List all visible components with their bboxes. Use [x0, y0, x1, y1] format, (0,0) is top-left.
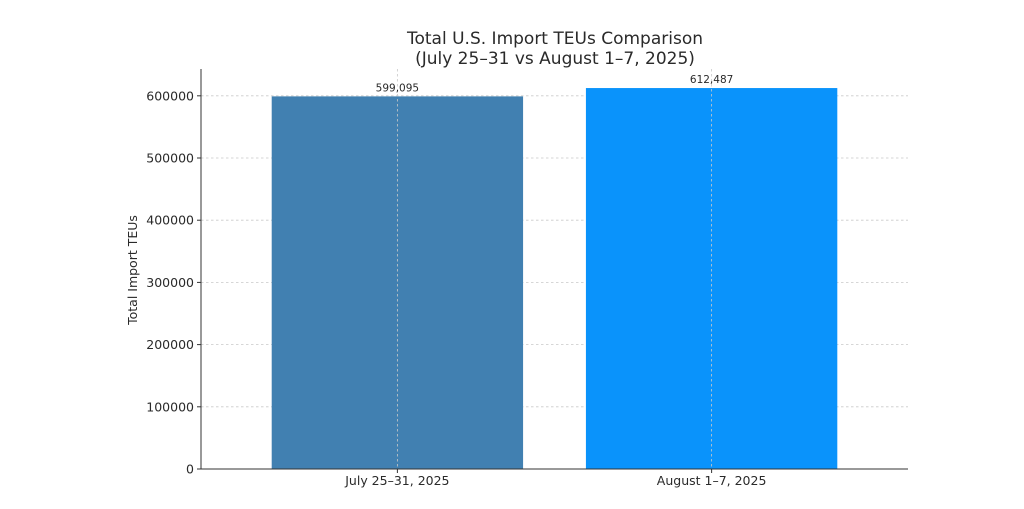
y-tick-label: 300000 — [146, 275, 194, 290]
bars — [271, 88, 838, 469]
y-axis-label: Total Import TEUs — [125, 215, 140, 326]
y-tick-label: 500000 — [146, 151, 194, 166]
bar-value-label: 612,487 — [690, 74, 733, 86]
y-tick-label: 400000 — [146, 213, 194, 228]
y-tick-label: 0 — [186, 462, 194, 477]
x-tick-label: July 25–31, 2025 — [344, 473, 449, 488]
y-axis-ticks: 0 100000 200000 300000 400000 500000 600000 — [146, 88, 201, 477]
chart-title-line-2: (July 25–31 vs August 1–7, 2025) — [415, 49, 695, 69]
y-tick-label: 100000 — [146, 399, 194, 414]
data-labels: 599,095 612,487 — [376, 74, 734, 94]
bar-value-label: 599,095 — [376, 82, 419, 94]
bar — [271, 96, 524, 469]
vertical-gridlines — [396, 69, 713, 469]
chart-title-line-1: Total U.S. Import TEUs Comparison — [406, 29, 703, 49]
x-axis-ticks: July 25–31, 2025 August 1–7, 2025 — [344, 469, 766, 488]
y-tick-label: 600000 — [146, 88, 194, 103]
x-tick-label: August 1–7, 2025 — [657, 473, 767, 488]
y-tick-label: 200000 — [146, 337, 194, 352]
